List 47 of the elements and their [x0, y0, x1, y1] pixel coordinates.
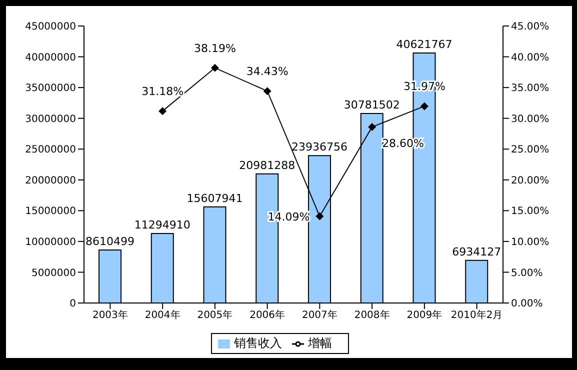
x-tick-label: 2004年: [144, 309, 180, 322]
y-tick-label: 40000000: [25, 52, 76, 64]
y2-tick-label: 20.00%: [511, 175, 550, 186]
y2-tick-label: 45.00%: [511, 22, 550, 33]
point: [210, 64, 219, 72]
legend-label: 销售收入: [234, 336, 282, 350]
y2-tick-label: 15.00%: [511, 206, 550, 218]
x-tick-label: 2007年: [302, 309, 338, 322]
y2-tick-label: 40.00%: [511, 52, 550, 64]
point: [420, 102, 428, 110]
y2-tick-label: 5.00%: [511, 268, 543, 279]
data-label: 38.19%: [194, 42, 236, 55]
y2-tick-label: 25.00%: [511, 144, 550, 156]
y2-tick-label: 10.00%: [511, 236, 550, 248]
point: [263, 87, 272, 96]
data-label: 30781502: [344, 98, 400, 112]
data-label: 8610499: [86, 235, 134, 248]
y2-tick-label: 0.00%: [511, 298, 543, 310]
point: [158, 107, 167, 116]
y-tick-label: 10000000: [25, 236, 76, 248]
y-tick-label: 5000000: [31, 268, 76, 279]
y-tick-label: 35000000: [25, 83, 76, 94]
data-label: 20981288: [239, 158, 296, 172]
y-tick-label: 20000000: [25, 175, 76, 186]
data-label: 40621767: [396, 38, 452, 51]
data-label: 23936756: [292, 140, 348, 154]
x-tick-label: 2008年: [354, 309, 390, 322]
x-tick-label: 2006年: [250, 309, 286, 322]
y-tick-label: 15000000: [25, 206, 76, 218]
y2-tick-label: 30.00%: [511, 114, 550, 125]
data-label: 34.43%: [246, 65, 288, 78]
x-tick-label: 2005年: [197, 309, 233, 322]
x-tick-label: 2009年: [406, 309, 442, 322]
data-label: 15607941: [186, 192, 243, 205]
data-label: 6934127: [452, 245, 502, 258]
y-tick-label: 0: [70, 298, 76, 310]
legend-label: 增幅: [308, 336, 332, 350]
y-tick-label: 45000000: [25, 22, 76, 33]
data-label: 31.18%: [142, 85, 184, 98]
point: [368, 122, 376, 131]
y-tick-label: 25000000: [25, 144, 76, 156]
data-label: 11294910: [134, 218, 190, 232]
y2-tick-label: 35.00%: [511, 83, 550, 94]
x-tick-label: 2003年: [92, 309, 128, 322]
x-tick-label: 2010年2月: [450, 309, 503, 322]
point: [316, 212, 324, 220]
y-tick-label: 30000000: [25, 114, 76, 125]
